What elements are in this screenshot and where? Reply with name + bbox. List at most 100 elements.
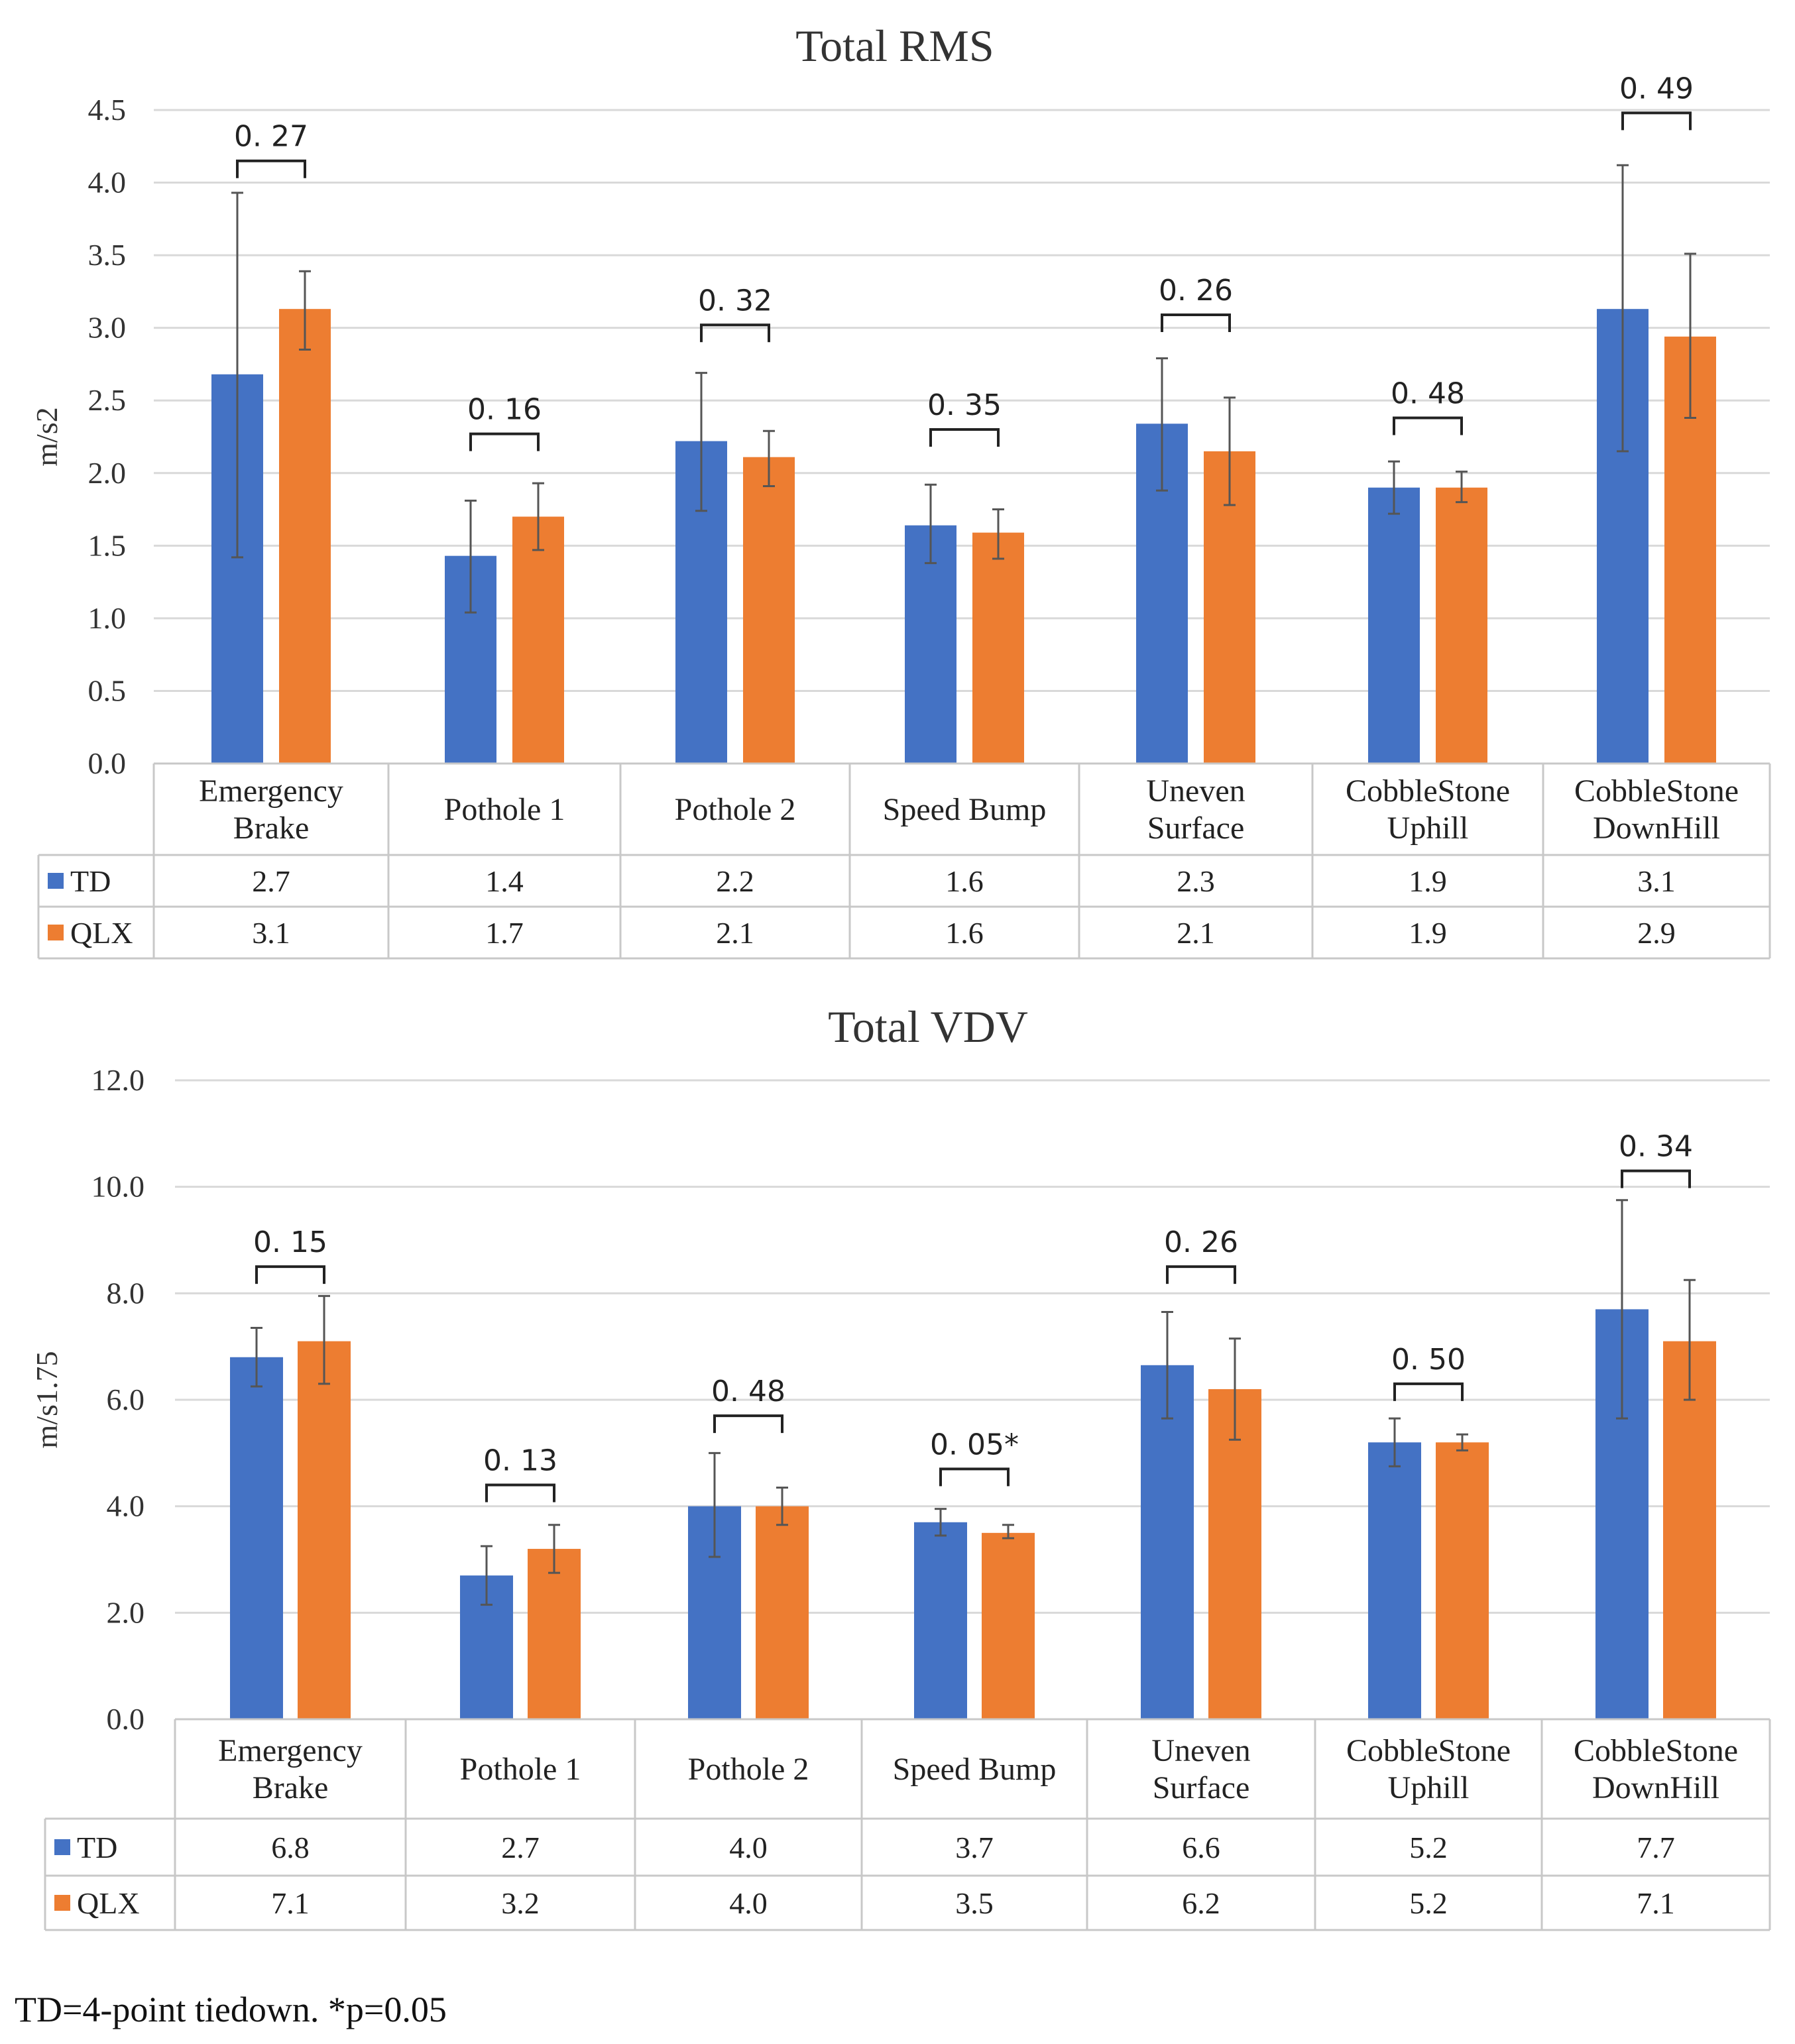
significance-bracket bbox=[1166, 1265, 1236, 1284]
significance-bracket bbox=[485, 1483, 555, 1503]
bar-td bbox=[1141, 1365, 1194, 1719]
table-value: 5.2 bbox=[1409, 1831, 1448, 1864]
y-tick-label: 3.5 bbox=[88, 238, 127, 272]
p-value-label: 0. 35 bbox=[927, 388, 1002, 422]
table-value: 1.4 bbox=[485, 864, 524, 898]
table-value: 2.1 bbox=[716, 916, 754, 950]
bar-td bbox=[230, 1357, 283, 1719]
table-value: 6.2 bbox=[1182, 1886, 1220, 1920]
significance-bracket bbox=[1621, 1169, 1691, 1188]
category-label: Uneven bbox=[1146, 773, 1245, 809]
y-tick-label: 3.0 bbox=[88, 311, 127, 345]
category-label: Uphill bbox=[1387, 811, 1469, 846]
category-label: DownHill bbox=[1592, 1770, 1719, 1805]
significance-bracket bbox=[713, 1414, 783, 1434]
p-value-label: 0. 32 bbox=[698, 284, 772, 317]
table-value: 5.2 bbox=[1409, 1886, 1448, 1920]
bar-qlx bbox=[743, 457, 795, 764]
category-label: Pothole 1 bbox=[460, 1752, 581, 1787]
category-label: Uphill bbox=[1388, 1770, 1470, 1805]
table-value: 7.1 bbox=[271, 1886, 310, 1920]
y-tick-label: 2.5 bbox=[88, 383, 127, 417]
table-value: 7.7 bbox=[1637, 1831, 1675, 1864]
category-label: CobbleStone bbox=[1574, 1733, 1738, 1768]
y-tick-label: 4.0 bbox=[88, 166, 127, 199]
category-label: Emergency bbox=[218, 1733, 363, 1768]
bar-qlx bbox=[1208, 1389, 1261, 1719]
table-value: 1.9 bbox=[1409, 864, 1447, 898]
p-value-label: 0. 48 bbox=[1391, 377, 1465, 411]
bar-td bbox=[1368, 1442, 1421, 1719]
category-label: Surface bbox=[1147, 811, 1245, 846]
y-tick-label: 1.5 bbox=[88, 528, 127, 562]
y-tick-label: 4.0 bbox=[107, 1489, 145, 1523]
y-tick-label: 8.0 bbox=[107, 1276, 145, 1310]
p-value-label: 0. 15 bbox=[253, 1225, 327, 1259]
bar-qlx bbox=[298, 1341, 351, 1719]
table-value: 2.7 bbox=[252, 864, 290, 898]
y-axis-label: m/s2 bbox=[30, 407, 64, 466]
category-label: Surface bbox=[1153, 1770, 1250, 1805]
table-value: 3.5 bbox=[955, 1886, 994, 1920]
p-value-label: 0. 49 bbox=[1619, 72, 1694, 105]
y-tick-label: 2.0 bbox=[107, 1595, 145, 1629]
p-value-label: 0. 48 bbox=[711, 1375, 785, 1408]
y-tick-label: 1.0 bbox=[88, 601, 127, 635]
legend-swatch-td bbox=[48, 873, 64, 889]
p-value-label: 0. 26 bbox=[1164, 1225, 1238, 1259]
bar-qlx bbox=[1436, 487, 1487, 764]
category-label: CobbleStone bbox=[1346, 1733, 1511, 1768]
significance-bracket bbox=[1393, 416, 1463, 435]
y-axis-label: m/s1.75 bbox=[30, 1351, 64, 1449]
bar-qlx bbox=[512, 516, 564, 764]
table-value: 4.0 bbox=[729, 1831, 768, 1864]
category-label: Brake bbox=[253, 1770, 329, 1805]
y-tick-label: 4.5 bbox=[88, 93, 127, 127]
footnote: TD=4-point tiedown. *p=0.05 bbox=[15, 1990, 447, 2029]
y-tick-label: 12.0 bbox=[91, 1063, 145, 1097]
y-tick-label: 10.0 bbox=[91, 1170, 145, 1204]
p-value-label: 0. 05* bbox=[930, 1428, 1019, 1461]
table-value: 3.7 bbox=[955, 1831, 994, 1864]
table-value: 4.0 bbox=[729, 1886, 768, 1920]
category-label: Pothole 2 bbox=[675, 792, 796, 827]
y-tick-label: 2.0 bbox=[88, 456, 127, 490]
category-label: Pothole 1 bbox=[444, 792, 565, 827]
significance-bracket bbox=[255, 1265, 325, 1284]
y-tick-label: 0.5 bbox=[88, 673, 127, 707]
legend-swatch-qlx bbox=[48, 925, 64, 940]
chart-title: Total VDV bbox=[828, 1001, 1028, 1052]
table-value: 2.9 bbox=[1637, 916, 1676, 950]
bar-td bbox=[914, 1522, 967, 1719]
bar-qlx bbox=[528, 1548, 581, 1719]
significance-bracket bbox=[700, 323, 770, 343]
bar-td bbox=[905, 525, 956, 764]
table-value: 3.1 bbox=[252, 916, 290, 950]
significance-bracket bbox=[236, 159, 306, 178]
legend-swatch-td bbox=[54, 1839, 70, 1855]
table-value: 1.9 bbox=[1409, 916, 1447, 950]
table-value: 3.2 bbox=[501, 1886, 540, 1920]
table-value: 1.6 bbox=[945, 916, 984, 950]
category-label: CobbleStone bbox=[1574, 773, 1739, 809]
table-value: 7.1 bbox=[1637, 1886, 1675, 1920]
p-value-label: 0. 26 bbox=[1159, 274, 1233, 308]
category-label: CobbleStone bbox=[1346, 773, 1510, 809]
bar-qlx bbox=[1663, 1341, 1716, 1719]
bar-qlx bbox=[982, 1532, 1035, 1719]
table-value: 1.7 bbox=[485, 916, 524, 950]
table-value: 6.8 bbox=[271, 1831, 310, 1864]
table-value: 2.1 bbox=[1177, 916, 1215, 950]
rms-chart: Total RMS 0.0 0.5 1.0 1.5 2.0 2.5 3.0 3.5 4.0 4.5 m… bbox=[30, 21, 1771, 960]
bar-qlx bbox=[756, 1506, 809, 1719]
category-label: Uneven bbox=[1151, 1733, 1250, 1768]
legend-label: TD bbox=[77, 1831, 117, 1864]
category-label: Speed Bump bbox=[883, 792, 1047, 827]
legend-label: TD bbox=[70, 864, 111, 898]
significance-bracket bbox=[1621, 111, 1692, 131]
p-value-label: 0. 34 bbox=[1619, 1130, 1693, 1164]
significance-bracket bbox=[1161, 313, 1231, 332]
category-label: Speed Bump bbox=[893, 1752, 1057, 1787]
table-value: 2.7 bbox=[501, 1831, 540, 1864]
